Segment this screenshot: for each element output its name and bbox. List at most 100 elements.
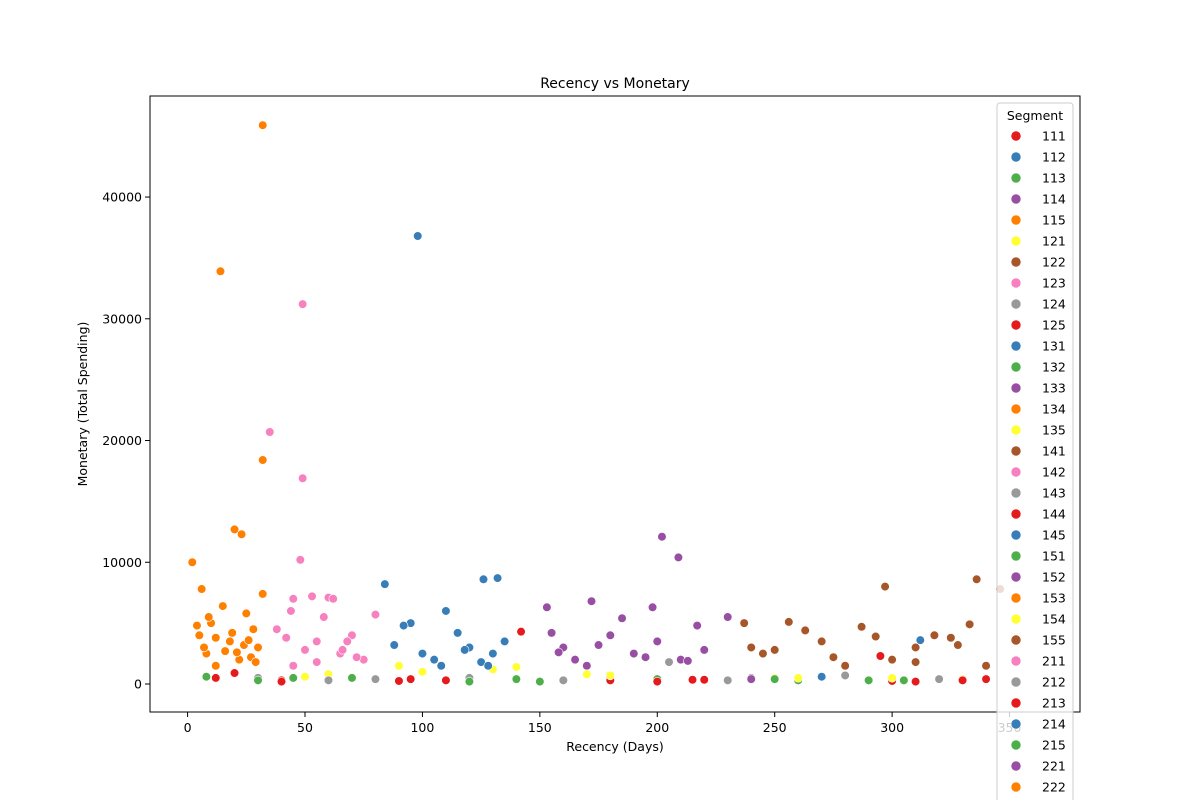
data-point-114 — [582, 661, 592, 671]
legend-marker — [1010, 130, 1022, 142]
legend-label: 222 — [1042, 780, 1066, 795]
data-point-123 — [347, 630, 357, 640]
data-point-152 — [692, 620, 702, 631]
data-point-115 — [241, 608, 251, 618]
data-point-115 — [236, 529, 247, 539]
data-point-114 — [657, 532, 667, 542]
legend-label: 151 — [1042, 549, 1066, 564]
legend-label: 122 — [1042, 255, 1066, 270]
legend-label: 123 — [1042, 276, 1066, 291]
data-point-115 — [225, 636, 235, 646]
data-point-134 — [220, 646, 230, 656]
data-point-142 — [300, 645, 310, 655]
data-point-141 — [929, 630, 939, 640]
plot-frame — [149, 95, 1081, 713]
legend-label: 145 — [1042, 528, 1066, 543]
data-point-155 — [770, 645, 780, 655]
data-point-112 — [478, 574, 489, 584]
legend-marker — [1010, 739, 1022, 751]
data-point-143 — [664, 657, 674, 667]
legend-marker — [1010, 256, 1022, 268]
data-point-133 — [546, 628, 557, 638]
data-point-211 — [312, 657, 322, 667]
data-point-221 — [746, 674, 756, 684]
data-point-132 — [347, 673, 357, 683]
data-point-113 — [864, 675, 874, 685]
data-point-133 — [699, 645, 709, 655]
data-point-155 — [953, 640, 963, 650]
data-point-115 — [248, 624, 258, 634]
data-point-215 — [464, 676, 474, 687]
legend-label: 135 — [1042, 423, 1066, 438]
data-point-111 — [699, 675, 709, 685]
legend-label: 131 — [1042, 339, 1066, 354]
legend-marker — [1010, 655, 1022, 667]
data-point-122 — [972, 574, 982, 584]
data-point-145 — [460, 645, 470, 655]
data-point-125 — [441, 675, 451, 685]
data-point-144 — [276, 676, 287, 687]
data-point-122 — [911, 642, 921, 653]
data-point-123 — [298, 473, 308, 483]
data-point-115 — [187, 557, 197, 567]
data-point-123 — [298, 299, 308, 309]
data-point-112 — [413, 231, 423, 241]
legend-label: 114 — [1042, 192, 1066, 207]
data-point-151 — [535, 676, 545, 687]
plot-area — [149, 95, 1081, 713]
data-point-115 — [194, 630, 204, 640]
data-points — [187, 120, 1005, 687]
data-point-115 — [258, 455, 268, 465]
legend-marker — [1010, 781, 1022, 793]
data-point-214 — [483, 661, 493, 671]
legend-label: 143 — [1042, 486, 1066, 501]
legend-marker — [1010, 319, 1022, 331]
data-point-213 — [652, 676, 662, 687]
data-point-153 — [244, 635, 254, 645]
data-point-115 — [197, 584, 207, 594]
legend-marker — [1010, 529, 1022, 541]
data-point-112 — [488, 648, 498, 659]
data-point-132 — [511, 674, 521, 684]
legend-label: 212 — [1042, 675, 1066, 690]
data-point-212 — [723, 675, 733, 685]
data-point-122 — [758, 648, 768, 659]
data-point-152 — [640, 652, 651, 662]
data-point-122 — [840, 661, 850, 671]
legend-marker — [1010, 235, 1022, 247]
data-point-115 — [253, 642, 263, 653]
data-point-133 — [617, 613, 627, 623]
data-point-131 — [453, 628, 463, 638]
data-point-115 — [258, 120, 268, 130]
legend-label: 211 — [1042, 654, 1066, 669]
data-point-114 — [605, 630, 615, 640]
data-point-125 — [229, 668, 240, 678]
legend-marker — [1010, 403, 1022, 415]
data-point-135 — [511, 662, 521, 672]
legend-marker — [1010, 613, 1022, 625]
data-point-121 — [394, 661, 404, 671]
data-point-142 — [352, 652, 362, 662]
data-point-221 — [683, 656, 693, 666]
y-axis: 0 10000 20000 30000 40000 — [102, 190, 150, 692]
data-point-141 — [965, 619, 975, 629]
legend-label: 111 — [1042, 129, 1066, 144]
legend-marker — [1010, 445, 1022, 457]
data-point-142 — [319, 612, 329, 622]
legend-marker — [1010, 466, 1022, 478]
legend-title: Segment — [1007, 108, 1063, 123]
data-point-122 — [887, 655, 897, 665]
data-point-122 — [880, 582, 890, 592]
data-point-211 — [337, 645, 348, 655]
legend-marker — [1010, 550, 1022, 562]
legend-box — [996, 102, 1074, 800]
legend-marker — [1010, 298, 1022, 310]
data-point-142 — [342, 636, 352, 646]
legend-marker — [1010, 634, 1022, 646]
x-tick-label: 150 — [528, 720, 552, 735]
data-point-123 — [328, 594, 338, 604]
data-point-131 — [915, 635, 925, 645]
data-point-152 — [593, 640, 604, 650]
data-point-145 — [436, 661, 446, 671]
